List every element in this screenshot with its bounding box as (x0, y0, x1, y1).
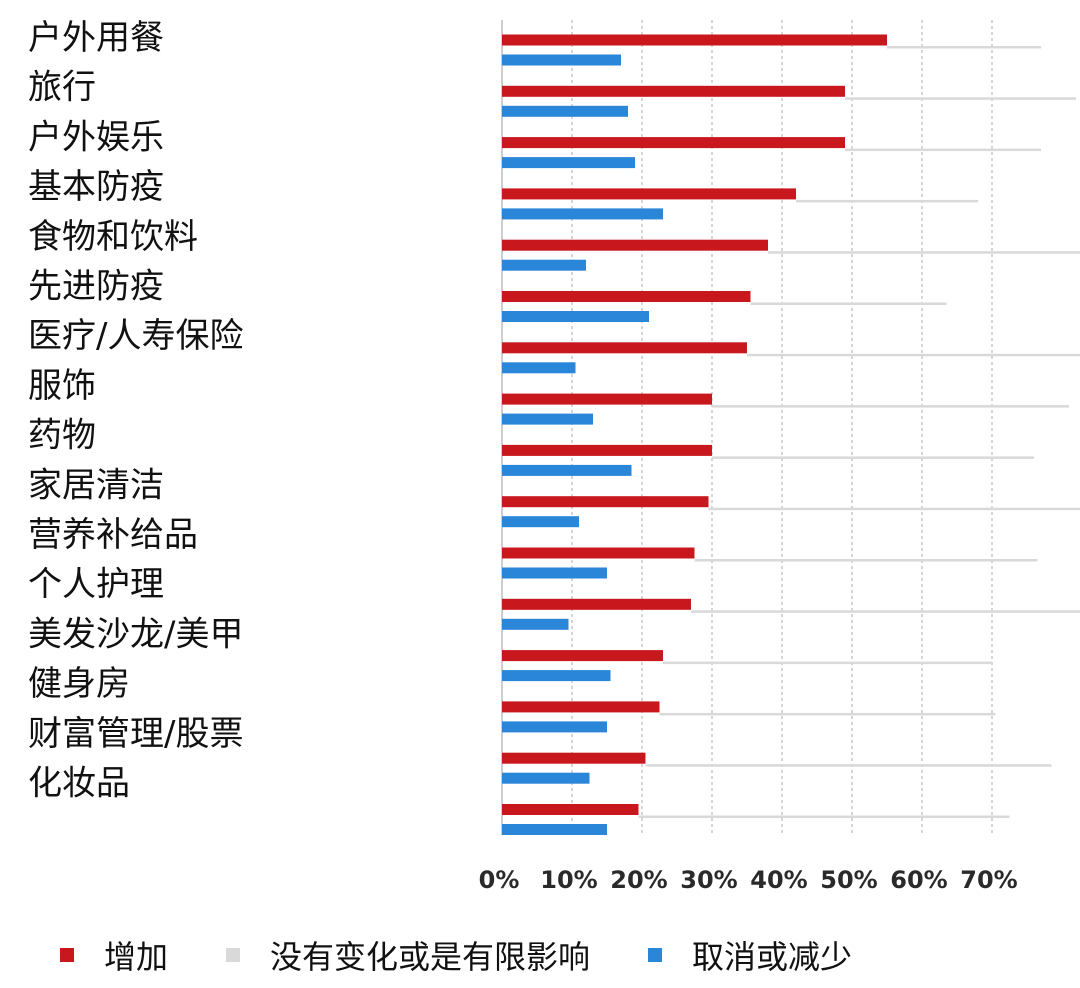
bar-increase (502, 291, 751, 302)
bar-no-change (747, 353, 1080, 357)
bar-no-change (845, 97, 1076, 100)
category-labels: 户外用餐旅行户外娱乐基本防疫食物和饮料先进防疫医疗/人寿保险服饰药物家居清洁营养… (28, 18, 243, 804)
category-label: 药物 (28, 416, 96, 456)
category-label: 营养补给品 (28, 515, 198, 555)
bar-increase (502, 598, 691, 610)
bar-decrease (502, 464, 632, 476)
category-label: 医疗/人寿保险 (28, 316, 243, 356)
category-label: 财富管理/股票 (28, 714, 243, 754)
bar-no-change (659, 712, 996, 716)
bar-increase (502, 85, 845, 97)
bar-increase (502, 137, 845, 149)
bar-decrease (502, 824, 607, 835)
category-label: 家居清洁 (28, 465, 164, 505)
bar-no-change (712, 456, 1034, 459)
bar-increase (502, 650, 663, 662)
x-axis-tick-labels: 0% 10% 20% 30% 40% 50% 60% 70% (479, 866, 1018, 894)
legend-label-decrease: 取消或减少 (692, 938, 853, 976)
category-label: 户外娱乐 (28, 117, 164, 157)
bar-decrease (502, 618, 569, 630)
bar-increase (502, 393, 712, 405)
bar-no-change (691, 610, 1080, 613)
bar-no-change (750, 302, 947, 305)
legend-swatch-increase (60, 948, 74, 962)
bar-decrease (502, 157, 635, 169)
category-label: 户外用餐 (28, 18, 164, 58)
bar-no-change (708, 507, 1080, 511)
category-label: 先进防疫 (28, 267, 164, 307)
bar-decrease (502, 105, 628, 117)
category-label: 化妆品 (28, 764, 130, 804)
bar-increase (502, 496, 709, 508)
bar-no-change (663, 661, 992, 665)
bar-increase (502, 188, 796, 200)
x-tick-label: 10% (540, 866, 597, 894)
bar-no-change (694, 559, 1038, 562)
bar-increase (502, 342, 747, 354)
grid-layer (501, 20, 993, 835)
bar-increase (502, 34, 887, 46)
x-tick-label: 40% (750, 866, 807, 894)
bar-no-change (845, 148, 1041, 152)
bar-decrease (502, 208, 663, 220)
bar-decrease (502, 54, 621, 66)
bar-decrease (502, 362, 576, 374)
bar-decrease (502, 516, 579, 528)
category-label: 食物和饮料 (28, 217, 198, 257)
bar-no-change (887, 46, 1041, 49)
category-label: 基本防疫 (28, 167, 164, 207)
legend-item-no-change: 没有变化或是有限影响 (226, 932, 590, 978)
bar-no-change (768, 251, 1080, 254)
bar-decrease (502, 567, 607, 579)
bars-layer (502, 34, 1080, 835)
bar-decrease (502, 721, 607, 733)
bar-increase (502, 444, 712, 456)
bar-no-change (712, 405, 1069, 408)
bar-decrease (502, 413, 593, 425)
legend-item-decrease: 取消或减少 (648, 932, 852, 978)
legend-swatch-decrease (648, 948, 663, 962)
x-tick-label: 20% (610, 866, 667, 894)
category-label: 个人护理 (28, 565, 164, 605)
bar-increase (502, 239, 768, 251)
bar-no-change (638, 815, 1010, 818)
bar-decrease (502, 670, 611, 682)
x-tick-label: 70% (960, 866, 1017, 894)
bar-increase (502, 701, 660, 713)
x-tick-label: 30% (680, 866, 737, 894)
legend-label-increase: 增加 (104, 938, 169, 976)
x-tick-label: 50% (820, 866, 877, 894)
x-tick-label: 0% (479, 866, 520, 894)
bar-decrease (502, 772, 590, 784)
legend-item-increase: 增加 (60, 932, 168, 978)
legend-label-no-change: 没有变化或是有限影响 (270, 938, 591, 976)
category-label: 健身房 (28, 664, 130, 704)
bar-decrease (502, 259, 586, 271)
bar-increase (502, 804, 639, 815)
bar-increase (502, 547, 695, 559)
category-label: 服饰 (28, 366, 96, 406)
category-label: 旅行 (28, 68, 96, 108)
legend-swatch-no-change (226, 948, 241, 962)
bar-no-change (796, 199, 978, 203)
category-label: 美发沙龙/美甲 (28, 614, 243, 654)
bar-increase (502, 752, 646, 764)
legend: 增加 没有变化或是有限影响 取消或减少 (60, 930, 1060, 980)
bar-no-change (645, 764, 1052, 767)
x-tick-label: 60% (890, 866, 947, 894)
bar-decrease (502, 311, 649, 322)
